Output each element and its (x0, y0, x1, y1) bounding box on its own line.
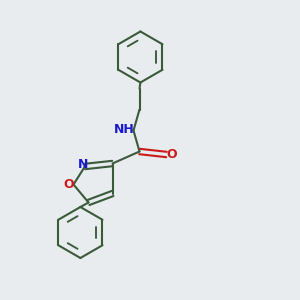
Text: NH: NH (114, 122, 135, 136)
Text: O: O (167, 148, 177, 161)
Text: O: O (64, 178, 74, 191)
Text: N: N (78, 158, 88, 172)
